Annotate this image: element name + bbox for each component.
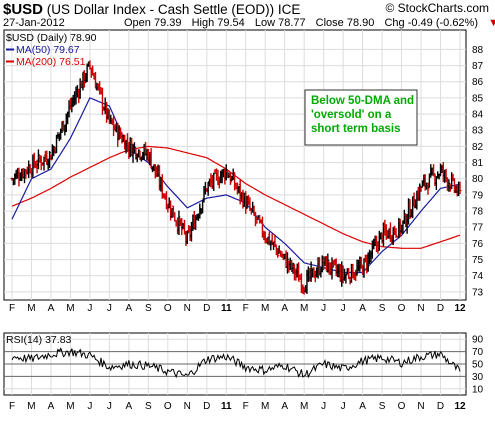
main-y-tick-label: 86: [472, 77, 484, 88]
main-y-tick-label: 81: [472, 158, 484, 169]
main-x-tick-label: O: [164, 303, 172, 314]
legend-rsi: RSI(14) 37.83: [6, 334, 72, 346]
main-x-tick-label: F: [9, 303, 15, 314]
main-x-tick-label: M: [261, 303, 269, 314]
exchange-label: ICE: [277, 2, 301, 17]
rsi-line: [11, 347, 461, 379]
rsi-x-tick-label: D: [437, 401, 444, 412]
legend-ma50: MA(50) 79.67: [16, 44, 80, 56]
rsi-x-tick-label: S: [145, 401, 152, 412]
main-x-tick-label: 11: [221, 303, 232, 314]
rsi-y-tick-label: 50: [472, 360, 484, 371]
main-panel-frame: [3, 29, 467, 301]
rsi-x-tick-label: F: [243, 401, 249, 412]
rsi-x-tick-label: A: [359, 401, 366, 412]
main-x-tick-label: D: [437, 303, 444, 314]
change-value: Chg -0.49 (-0.62%): [384, 17, 478, 29]
chart-date: 27-Jan-2012: [3, 17, 65, 29]
rsi-x-tick-label: 12: [454, 401, 466, 412]
rsi-x-tick-label: M: [27, 401, 35, 412]
main-y-tick-label: 85: [472, 93, 484, 104]
main-y-tick-label: 76: [472, 239, 484, 250]
main-x-tick-label: M: [66, 303, 74, 314]
annotation-box: [304, 89, 418, 146]
main-y-tick-label: 73: [472, 287, 484, 298]
main-y-tick-label: 77: [472, 223, 484, 234]
ma50-line: [11, 97, 461, 274]
chart-header: $USD (US Dollar Index - Cash Settle (EOD…: [0, 0, 495, 30]
rsi-x-tick-label: J: [341, 401, 346, 412]
rsi-x-tick-label: M: [261, 401, 269, 412]
main-x-tick-label: S: [145, 303, 152, 314]
symbol-label: $USD: [3, 1, 44, 18]
annotation-line: Below 50-DMA and: [311, 95, 414, 107]
legend-ma200: MA(200) 76.51: [16, 56, 86, 68]
rsi-x-tick-label: N: [417, 401, 424, 412]
main-x-tick-label: J: [341, 303, 346, 314]
ohlc-readout: Open 79.39 High 79.54 Low 78.77 Close 78…: [124, 17, 495, 29]
main-x-tick-label: A: [281, 303, 288, 314]
ma200-line: [11, 145, 461, 249]
change-down-arrow-icon: ▼: [488, 17, 495, 29]
main-x-tick-label: F: [243, 303, 249, 314]
main-x-tick-label: 12: [454, 303, 466, 314]
main-x-tick-label: D: [203, 303, 210, 314]
main-x-tick-label: M: [27, 303, 35, 314]
rsi-y-tick-label: 30: [472, 372, 484, 383]
symbol-description: (US Dollar Index - Cash Settle (EOD)): [46, 2, 275, 17]
rsi-x-tick-label: 11: [221, 401, 232, 412]
rsi-x-tick-label: F: [9, 401, 15, 412]
main-y-tick-label: 82: [472, 142, 484, 153]
main-x-tick-label: M: [300, 303, 308, 314]
rsi-x-tick-label: A: [281, 401, 288, 412]
rsi-x-tick-label: D: [203, 401, 210, 412]
rsi-x-tick-label: J: [321, 401, 326, 412]
close-value: Close 78.90: [315, 17, 375, 29]
annotation-line: short term basis: [311, 123, 400, 135]
rsi-x-tick-label: J: [87, 401, 92, 412]
main-y-tick-label: 80: [472, 174, 484, 185]
rsi-x-tick-label: M: [300, 401, 308, 412]
rsi-x-tick-label: O: [398, 401, 406, 412]
main-y-tick-label: 75: [472, 255, 484, 266]
annotation-line: 'oversold' on a: [311, 109, 392, 121]
legend-price: $USD (Daily) 78.90: [6, 32, 97, 44]
main-y-tick-label: 74: [472, 271, 484, 282]
rsi-x-tick-label: A: [126, 401, 133, 412]
rsi-x-tick-label: A: [48, 401, 55, 412]
high-value: High 79.54: [191, 17, 245, 29]
stockcharts-watermark: © StockCharts.com: [385, 1, 489, 15]
chart-title: $USD (US Dollar Index - Cash Settle (EOD…: [3, 1, 300, 18]
main-x-tick-label: O: [398, 303, 406, 314]
main-y-tick-label: 78: [472, 207, 484, 218]
rsi-x-tick-label: M: [66, 401, 74, 412]
main-x-tick-label: N: [184, 303, 191, 314]
rsi-x-tick-label: O: [164, 401, 172, 412]
main-y-tick-label: 79: [472, 190, 484, 201]
price-bars: [10, 60, 462, 295]
rsi-y-tick-label: 70: [472, 347, 484, 358]
rsi-y-tick-label: 10: [472, 384, 484, 395]
open-value: Open 79.39: [124, 17, 182, 29]
main-x-tick-label: A: [126, 303, 133, 314]
main-x-tick-label: J: [107, 303, 112, 314]
main-x-tick-label: A: [359, 303, 366, 314]
main-x-tick-label: J: [87, 303, 92, 314]
low-value: Low 78.77: [254, 17, 306, 29]
main-x-tick-label: S: [379, 303, 386, 314]
main-x-tick-label: A: [48, 303, 55, 314]
main-y-tick-label: 83: [472, 126, 484, 137]
main-x-tick-label: N: [417, 303, 424, 314]
rsi-x-tick-label: S: [379, 401, 386, 412]
main-x-tick-label: J: [321, 303, 326, 314]
rsi-x-tick-label: J: [107, 401, 112, 412]
rsi-x-tick-label: N: [184, 401, 191, 412]
main-y-tick-label: 87: [472, 61, 484, 72]
rsi-y-tick-label: 90: [472, 335, 484, 346]
main-y-tick-label: 88: [472, 45, 484, 56]
main-y-tick-label: 84: [472, 110, 484, 121]
